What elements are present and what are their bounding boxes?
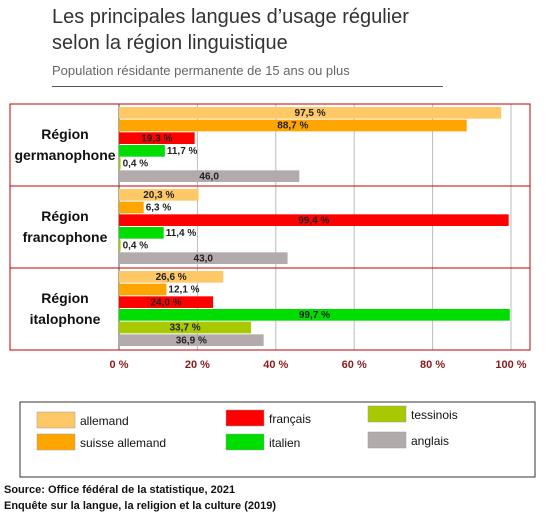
x-tick-label: 0 % xyxy=(110,359,129,371)
legend-label: allemand xyxy=(80,414,129,428)
legend-label: italien xyxy=(269,436,300,450)
x-tick-label: 80 % xyxy=(420,359,445,371)
legend-swatch xyxy=(36,433,76,451)
value-label: 20,3 % xyxy=(143,190,174,201)
bar xyxy=(119,157,121,170)
category-label: Région germanophone xyxy=(14,126,116,163)
value-label: 24,0 % xyxy=(150,297,181,308)
bar xyxy=(119,201,144,214)
bar xyxy=(119,271,224,283)
value-label: 36,9 % xyxy=(176,335,207,346)
chart-subtitle: Population résidante permanente de 15 an… xyxy=(52,63,350,78)
legend-label: suisse allemand xyxy=(80,436,166,450)
bar xyxy=(119,252,288,264)
value-label: 99,7 % xyxy=(299,310,330,321)
group-frame xyxy=(9,267,531,351)
bar xyxy=(119,189,199,201)
bar xyxy=(119,132,195,144)
value-label: 0,4 % xyxy=(123,159,149,170)
bar xyxy=(119,283,167,296)
legend-swatch xyxy=(225,409,265,427)
bar xyxy=(119,239,121,252)
source: Enquête sur la langue, la religion et la… xyxy=(4,500,277,512)
legend-swatch xyxy=(367,405,407,423)
bar xyxy=(119,145,165,157)
value-label: 43,0 xyxy=(194,253,214,264)
value-label: 97,5 % xyxy=(295,108,326,119)
value-label: 12,1 % xyxy=(168,285,199,296)
bar xyxy=(119,334,264,346)
legend-swatch xyxy=(367,431,407,449)
value-label: 33,7 % xyxy=(169,323,200,334)
x-tick-label: 100 % xyxy=(495,359,526,371)
bar xyxy=(119,119,467,132)
legend-swatch xyxy=(36,411,76,429)
value-label: 11,4 % xyxy=(166,228,197,239)
bar xyxy=(119,170,300,182)
value-label: 99,4 % xyxy=(298,215,329,226)
bar xyxy=(119,321,252,334)
value-label: 11,7 % xyxy=(167,146,198,157)
legend-swatch xyxy=(225,433,265,451)
legend-label: anglais xyxy=(411,434,449,448)
source: Source: Office fédéral de la statistique… xyxy=(4,484,236,496)
value-label: 19,3 % xyxy=(141,133,172,144)
bar xyxy=(119,227,164,239)
category-label: Région francophone xyxy=(22,208,108,245)
bar xyxy=(119,296,214,308)
x-tick-label: 60 % xyxy=(342,359,367,371)
value-label: 88,7 % xyxy=(277,121,308,132)
value-label: 6,3 % xyxy=(146,203,172,214)
x-tick-label: 40 % xyxy=(263,359,288,371)
chart-title: Les principales langues d’usage régulier… xyxy=(52,6,409,54)
bar xyxy=(119,309,510,321)
category-label: Région italophone xyxy=(29,290,101,327)
value-label: 46,0 xyxy=(199,171,219,182)
legend-label: tessinois xyxy=(411,408,458,422)
value-label: 26,6 % xyxy=(156,272,187,283)
x-tick-label: 20 % xyxy=(185,359,210,371)
bar xyxy=(119,214,509,226)
legend-label: français xyxy=(269,412,311,426)
title-rule xyxy=(52,86,443,87)
legend-frame xyxy=(19,401,536,478)
bar xyxy=(119,107,502,119)
value-label: 0,4 % xyxy=(123,241,149,252)
